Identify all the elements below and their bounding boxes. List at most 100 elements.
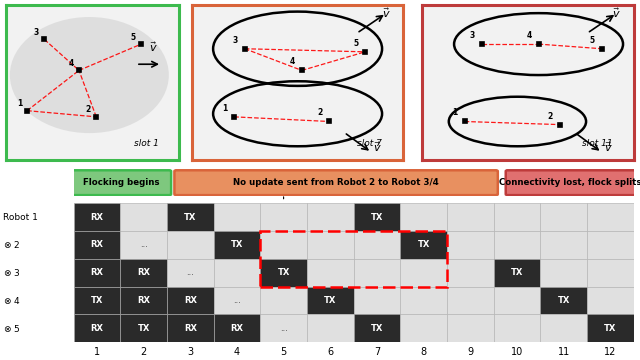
- Text: $\vec{v}$: $\vec{v}$: [149, 40, 157, 54]
- Bar: [354, 314, 400, 342]
- Text: ...: ...: [186, 268, 194, 277]
- Bar: [167, 314, 214, 342]
- Text: $\otimes$ 3: $\otimes$ 3: [3, 267, 20, 278]
- Bar: [493, 231, 540, 259]
- Bar: [74, 231, 120, 259]
- Bar: [214, 287, 260, 314]
- Bar: [540, 287, 587, 314]
- Bar: [214, 231, 260, 259]
- Bar: [307, 314, 354, 342]
- Bar: [260, 203, 307, 231]
- Text: ...: ...: [233, 296, 241, 305]
- Text: $\otimes$ 4: $\otimes$ 4: [3, 295, 20, 306]
- Bar: [74, 314, 120, 342]
- Bar: [400, 231, 447, 259]
- Text: TX: TX: [371, 213, 383, 222]
- Bar: [167, 203, 214, 231]
- Bar: [493, 287, 540, 314]
- Bar: [167, 259, 214, 287]
- Text: 1: 1: [452, 108, 458, 117]
- Text: TX: TX: [604, 324, 616, 333]
- Text: RX: RX: [137, 296, 150, 305]
- Bar: [447, 259, 493, 287]
- Text: 4: 4: [290, 57, 295, 66]
- Bar: [74, 287, 120, 314]
- Bar: [260, 314, 307, 342]
- Text: 3: 3: [233, 36, 238, 45]
- Bar: [260, 287, 307, 314]
- Bar: [540, 259, 587, 287]
- Text: TX: TX: [324, 296, 337, 305]
- Text: TX: TX: [557, 296, 570, 305]
- Bar: [587, 287, 634, 314]
- Text: Connectivity lost, flock splits: Connectivity lost, flock splits: [499, 178, 640, 187]
- Ellipse shape: [10, 17, 169, 133]
- Bar: [120, 231, 167, 259]
- Bar: [214, 314, 260, 342]
- Text: ...: ...: [280, 324, 287, 333]
- Bar: [587, 231, 634, 259]
- Bar: [74, 259, 120, 287]
- Text: $\vec{v}$: $\vec{v}$: [374, 141, 382, 154]
- Bar: [493, 203, 540, 231]
- Text: Flocking begins: Flocking begins: [83, 178, 160, 187]
- Bar: [587, 203, 634, 231]
- Bar: [447, 203, 493, 231]
- Text: RX: RX: [90, 213, 104, 222]
- Text: RX: RX: [90, 240, 104, 249]
- Text: ...: ...: [140, 240, 148, 249]
- Text: 1: 1: [222, 104, 227, 113]
- Text: slot 7: slot 7: [357, 139, 382, 148]
- Bar: [307, 287, 354, 314]
- Bar: [120, 259, 167, 287]
- Text: RX: RX: [90, 324, 104, 333]
- Text: 2: 2: [548, 112, 553, 121]
- Bar: [354, 203, 400, 231]
- Bar: [307, 259, 354, 287]
- Bar: [540, 231, 587, 259]
- Text: $\vec{v}$: $\vec{v}$: [604, 141, 612, 154]
- Bar: [120, 203, 167, 231]
- Text: $\otimes$ 2: $\otimes$ 2: [3, 239, 20, 251]
- Bar: [400, 314, 447, 342]
- Text: $\vec{v}$: $\vec{v}$: [382, 6, 390, 20]
- Bar: [540, 203, 587, 231]
- Bar: [74, 203, 120, 231]
- Text: RX: RX: [90, 268, 104, 277]
- FancyBboxPatch shape: [506, 170, 636, 195]
- Text: 5: 5: [131, 33, 136, 42]
- Text: 2: 2: [317, 108, 323, 117]
- Text: TX: TX: [371, 324, 383, 333]
- Bar: [214, 259, 260, 287]
- Bar: [120, 314, 167, 342]
- Text: TX: TX: [184, 213, 196, 222]
- Text: 5: 5: [590, 36, 595, 45]
- Bar: [214, 203, 260, 231]
- Text: RX: RX: [184, 296, 196, 305]
- Bar: [493, 259, 540, 287]
- Bar: [493, 314, 540, 342]
- Text: slot 11: slot 11: [582, 139, 612, 148]
- Bar: [260, 231, 447, 287]
- Text: TX: TX: [91, 296, 103, 305]
- Bar: [447, 287, 493, 314]
- Text: RX: RX: [137, 268, 150, 277]
- Text: 4: 4: [68, 59, 74, 68]
- Text: 1: 1: [17, 99, 22, 108]
- Text: 2: 2: [86, 105, 91, 114]
- Text: TX: TX: [511, 268, 523, 277]
- Text: slot 1: slot 1: [134, 139, 159, 148]
- Text: TX: TX: [417, 240, 430, 249]
- Text: TX: TX: [231, 240, 243, 249]
- FancyBboxPatch shape: [72, 170, 171, 195]
- Bar: [167, 231, 214, 259]
- Bar: [587, 314, 634, 342]
- Bar: [354, 287, 400, 314]
- Text: 3: 3: [469, 31, 475, 40]
- Bar: [120, 287, 167, 314]
- Bar: [400, 287, 447, 314]
- Text: RX: RX: [184, 324, 196, 333]
- Text: TX: TX: [277, 268, 290, 277]
- Bar: [587, 259, 634, 287]
- Bar: [354, 231, 400, 259]
